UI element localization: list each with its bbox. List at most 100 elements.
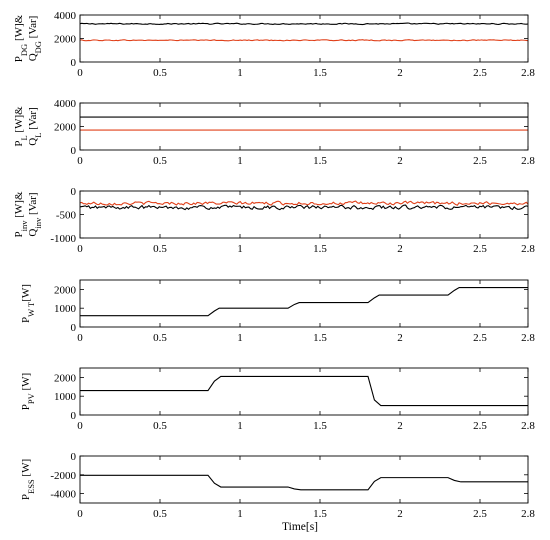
x-tick-label: 2.8 [521, 508, 535, 520]
y-axis-label-unit: [Var] [27, 16, 39, 41]
y-axis-label: Qinv [Var] [27, 192, 43, 236]
x-tick-label: 2.5 [473, 420, 487, 432]
x-tick-label: 2.8 [521, 332, 535, 344]
y-axis-label-main: P [20, 404, 32, 410]
y-axis-label-unit: [W]& [13, 14, 25, 43]
x-tick-label: 1 [237, 332, 243, 344]
y-axis-label-unit: [W] [20, 373, 32, 393]
y-axis-label: PPV [W] [20, 373, 36, 410]
y-axis-label-subscript: PV [26, 392, 36, 404]
x-tick-label: 0.5 [153, 332, 167, 344]
x-axis-label: Time[s] [282, 521, 318, 533]
x-tick-label: 2.8 [521, 155, 535, 167]
y-axis-label-main: P [13, 141, 25, 147]
y-tick-label: 0 [71, 57, 77, 69]
y-tick-label: 2000 [54, 284, 77, 296]
plot-area-frame [79, 102, 529, 151]
y-axis-label: PW T[W] [20, 284, 36, 323]
x-tick-label: 2 [397, 243, 403, 255]
x-tick-label: 1 [237, 67, 243, 79]
x-tick-label: 2 [397, 420, 403, 432]
series-line-3-1 [79, 200, 529, 206]
x-tick-label: 2 [397, 155, 403, 167]
x-tick-label: 1.5 [313, 420, 327, 432]
y-axis-label: Pinv [W]& [13, 191, 29, 237]
x-tick-label: 0 [77, 332, 83, 344]
plot-area-frame [79, 190, 529, 239]
plot-area-frame [79, 279, 529, 328]
series-line-4-1 [80, 286, 528, 317]
x-tick-label: 0.5 [153, 420, 167, 432]
y-tick-label: 1000 [54, 303, 77, 315]
y-tick-label: 2000 [54, 34, 77, 46]
y-axis-label-main: Q [27, 53, 39, 61]
x-tick-label: 2 [397, 332, 403, 344]
y-axis-label-subscript: DG [33, 41, 43, 53]
x-tick-label: 2.5 [473, 67, 487, 79]
y-tick-label: 0 [71, 186, 77, 198]
y-axis-label-subscript: inv [19, 220, 29, 232]
y-axis-label-unit: [W]& [13, 106, 25, 135]
x-tick-label: 2.5 [473, 332, 487, 344]
chart-panel-6: 0 0.5 1 1.5 2 2.5 2.8 -4000 -2000 0 PESS [W] Time[s… [20, 451, 535, 533]
x-tick-label: 2 [397, 67, 403, 79]
x-tick-label: 1.5 [313, 67, 327, 79]
y-axis-label: QDG [Var] [27, 16, 43, 62]
y-tick-label: 1000 [54, 391, 77, 403]
chart-panel-5: 0 0.5 1 1.5 2 2.5 2.8 0 1000 2000 PPV [W] [20, 367, 535, 432]
x-tick-label: 2 [397, 508, 403, 520]
x-tick-label: 0 [77, 67, 83, 79]
plot-area-frame [79, 14, 529, 63]
x-tick-label: 1 [237, 508, 243, 520]
y-axis-label-main: Q [27, 138, 39, 146]
y-tick-label: 0 [71, 451, 77, 463]
y-axis-label-subscript: DG [19, 44, 29, 56]
y-axis-label-main: P [20, 317, 32, 323]
y-axis-label-subscript: L [19, 135, 29, 140]
y-axis-label-unit: [W]& [13, 191, 25, 220]
x-tick-label: 0.5 [153, 155, 167, 167]
y-axis-label: PDG [W]& [13, 14, 29, 62]
y-axis-label-subscript: inv [33, 217, 43, 229]
y-axis-label-subscript: L [33, 133, 43, 138]
series-line-1-1 [79, 22, 529, 26]
y-tick-label: -2000 [50, 470, 76, 482]
x-tick-label: 0 [77, 155, 83, 167]
x-tick-label: 1.5 [313, 155, 327, 167]
x-tick-label: 2.5 [473, 243, 487, 255]
x-tick-label: 0 [77, 508, 83, 520]
x-tick-label: 1 [237, 155, 243, 167]
x-tick-label: 0 [77, 420, 83, 432]
y-axis-label-unit: [Var] [27, 107, 39, 132]
plot-area-frame [79, 455, 529, 504]
x-tick-label: 1 [237, 420, 243, 432]
x-tick-label: 2.8 [521, 67, 535, 79]
y-tick-label: 4000 [54, 98, 77, 110]
y-axis-label-main: P [20, 494, 32, 500]
y-axis-label: PESS [W] [20, 459, 36, 500]
series-line-5-1 [80, 375, 528, 407]
x-tick-label: 2.8 [521, 420, 535, 432]
y-tick-label: -4000 [50, 489, 76, 501]
y-tick-label: 0 [71, 410, 77, 422]
y-tick-label: 4000 [54, 10, 77, 22]
x-tick-label: 1.5 [313, 508, 327, 520]
x-tick-label: 0.5 [153, 243, 167, 255]
y-tick-label: 2000 [54, 372, 77, 384]
y-axis-label-subscript: ESS [26, 479, 36, 494]
y-tick-label: 0 [71, 145, 77, 157]
y-axis-label-unit: [W] [20, 459, 32, 479]
x-tick-label: 0.5 [153, 508, 167, 520]
x-tick-label: 0.5 [153, 67, 167, 79]
y-axis-label-main: P [13, 56, 25, 62]
plot-area-frame [79, 367, 529, 416]
y-axis-label-subscript: W T [26, 301, 36, 317]
y-axis-label-unit: [Var] [27, 192, 39, 217]
series-line-3-2 [79, 204, 529, 211]
y-axis-label-main: Q [27, 229, 39, 237]
y-tick-label: 0 [71, 322, 77, 334]
y-tick-label: -500 [56, 210, 77, 222]
y-axis-label: QL [Var] [27, 107, 43, 146]
